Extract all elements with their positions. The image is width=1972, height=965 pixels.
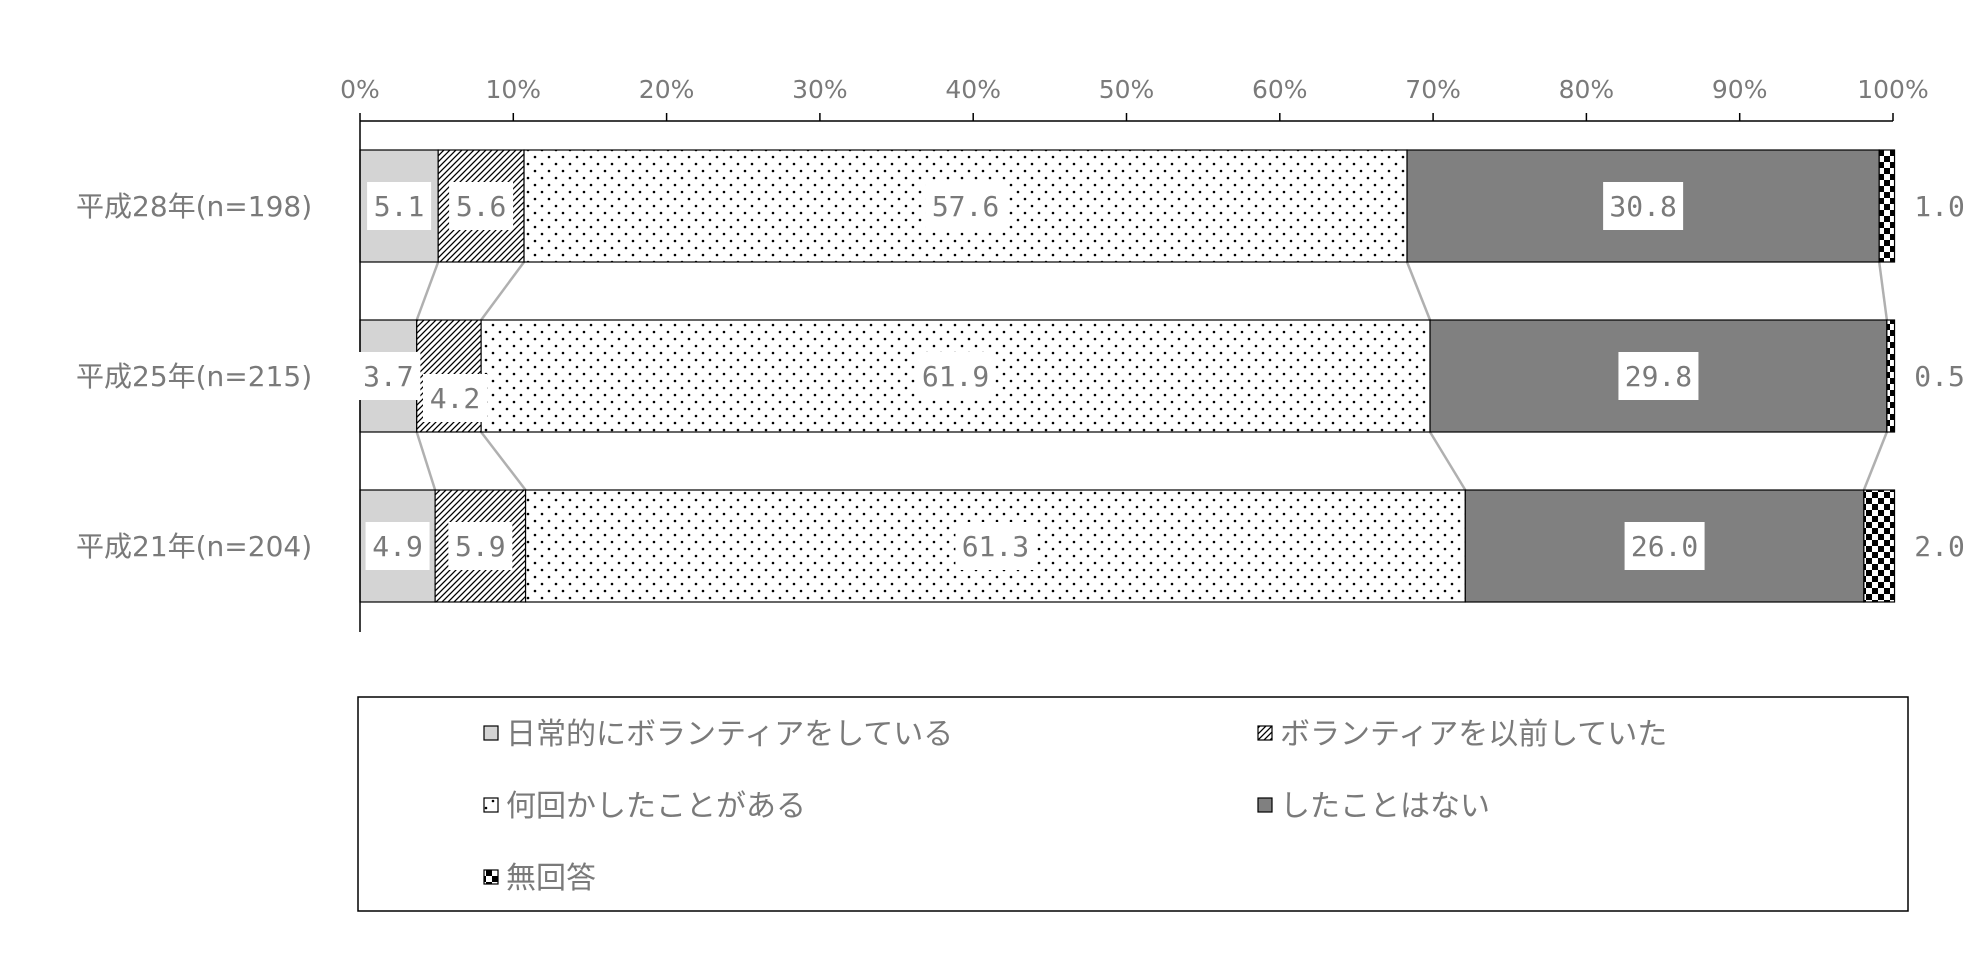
data-label-box bbox=[925, 182, 1006, 230]
data-label: 61.3 bbox=[962, 530, 1029, 563]
x-tick-label: 0% bbox=[340, 75, 380, 104]
series-line bbox=[415, 261, 440, 321]
x-tick-label: 100% bbox=[1857, 75, 1928, 104]
series-line bbox=[415, 431, 437, 491]
data-label: 4.2 bbox=[430, 382, 481, 415]
data-label: 57.6 bbox=[932, 190, 999, 223]
x-axis: 0% 10% 20% 30% 40% 50% 60% 70% 80% 90% 100% bbox=[340, 75, 1929, 632]
category-label: 平成28年(n=198) bbox=[76, 190, 312, 223]
data-label: 30.8 bbox=[1609, 190, 1676, 223]
data-label: 29.8 bbox=[1625, 360, 1692, 393]
legend-box bbox=[357, 696, 1909, 912]
x-tick-label: 50% bbox=[1099, 75, 1155, 104]
category-label: 平成25年(n=215) bbox=[76, 360, 312, 393]
x-tick-label: 60% bbox=[1252, 75, 1308, 104]
x-tick-label: 70% bbox=[1405, 75, 1461, 104]
data-label: 5.6 bbox=[456, 190, 507, 223]
x-tick-label: 80% bbox=[1559, 75, 1615, 104]
legend-swatch bbox=[483, 869, 499, 885]
data-label-box bbox=[365, 522, 430, 570]
data-label: 26.0 bbox=[1631, 530, 1698, 563]
series-line bbox=[1877, 261, 1889, 321]
category-axis: 平成28年(n=198) 平成25年(n=215) 平成21年(n=204) bbox=[76, 190, 312, 563]
legend-label: 無回答 bbox=[506, 861, 596, 896]
series-line bbox=[1428, 431, 1467, 491]
series-line bbox=[480, 431, 527, 491]
data-label: 0.5 bbox=[1914, 360, 1965, 393]
data-label-box bbox=[367, 182, 432, 230]
data-label-box bbox=[915, 352, 996, 400]
series-lines bbox=[415, 261, 1889, 491]
legend-label: ボランティアを以前していた bbox=[1280, 717, 1667, 752]
series-line bbox=[1862, 431, 1889, 491]
data-label-box bbox=[449, 182, 514, 230]
data-label: 1.0 bbox=[1914, 190, 1965, 223]
x-tick-label: 20% bbox=[639, 75, 695, 104]
x-tick-label: 10% bbox=[486, 75, 542, 104]
legend-swatch bbox=[1257, 797, 1273, 813]
legend-swatch bbox=[483, 797, 499, 813]
x-tick-label: 40% bbox=[945, 75, 1001, 104]
legend-label: 日常的にボランティアをしている bbox=[506, 717, 953, 752]
data-label-box bbox=[423, 374, 487, 422]
bar-segment bbox=[1863, 489, 1896, 603]
data-label-box bbox=[448, 522, 513, 570]
data-label-box bbox=[356, 352, 421, 400]
bar-segment bbox=[1886, 319, 1896, 433]
x-tick-label: 90% bbox=[1712, 75, 1768, 104]
data-label: 5.1 bbox=[374, 190, 425, 223]
legend-swatch bbox=[483, 725, 499, 741]
data-label: 2.0 bbox=[1914, 530, 1965, 563]
data-label: 4.9 bbox=[372, 530, 423, 563]
legend-label: したことはない bbox=[1280, 789, 1490, 824]
legend-label: 何回かしたことがある bbox=[506, 789, 806, 824]
x-tick-label: 30% bbox=[792, 75, 848, 104]
data-label-box bbox=[1624, 522, 1705, 570]
data-label-box bbox=[1618, 352, 1699, 400]
data-labels: 5.1 5.6 57.6 30.8 1.0 3.7 4.2 61.9 29.8 0.5 4.9 5.9… bbox=[356, 182, 1965, 570]
data-label: 61.9 bbox=[922, 360, 989, 393]
series-line bbox=[1405, 261, 1432, 321]
data-label-box bbox=[1603, 182, 1684, 230]
data-label: 3.7 bbox=[363, 360, 414, 393]
bar-segment bbox=[1878, 149, 1896, 263]
category-label: 平成21年(n=204) bbox=[76, 530, 312, 563]
series-line bbox=[480, 261, 526, 321]
data-label: 5.9 bbox=[455, 530, 506, 563]
data-label-box bbox=[955, 522, 1036, 570]
legend-swatch bbox=[1257, 725, 1273, 741]
